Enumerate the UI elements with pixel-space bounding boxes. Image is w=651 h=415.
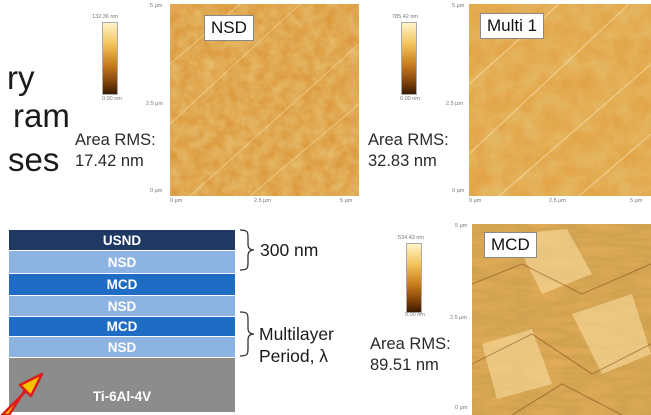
nsd-y-top-tick: 5 µm: [150, 3, 163, 9]
nsd-rms-title: Area RMS:: [75, 131, 156, 149]
mcd-height-scale-bar: [406, 243, 422, 313]
brace-300nm-label: 300 nm: [260, 240, 319, 260]
layer-mcd: MCD: [9, 274, 235, 295]
nsd-x-mid-tick: 2.5 µm: [254, 198, 271, 204]
layer-usnd: USND: [9, 230, 235, 250]
layer-mcd: MCD: [9, 317, 235, 336]
nsd-rms-value: 17.42 nm: [75, 152, 144, 170]
multi1-x-mid-tick: 2.5 µm: [549, 198, 566, 204]
multi1-rms-title: Area RMS:: [368, 131, 449, 149]
mcd-image-label: MCD: [484, 232, 537, 258]
mcd-y-mid-tick: 2.5 µm: [450, 315, 467, 321]
nsd-scale-bottom-label: 0.00 nm: [102, 96, 122, 102]
title-fragment-3: ses: [8, 141, 60, 178]
nsd-y-mid-tick: 2.5 µm: [146, 101, 163, 107]
multi1-y-bot-tick: 0 µm: [452, 188, 465, 194]
title-fragment-1: ry: [7, 59, 35, 96]
nsd-scale-top-label: 132.36 nm: [92, 14, 118, 20]
mcd-rms-title: Area RMS:: [370, 335, 451, 353]
title-fragment-2: ram: [13, 97, 70, 134]
nsd-x-left-tick: 0 µm: [170, 198, 183, 204]
multi1-scale-bottom-label: 0.00 nm: [400, 96, 420, 102]
brace-icons: [239, 229, 255, 357]
mcd-scale-top-label: 534.43 nm: [398, 235, 424, 241]
nsd-image-label: NSD: [204, 15, 254, 41]
multi1-x-left-tick: 0 µm: [469, 198, 482, 204]
layer-nsd: NSD: [9, 296, 235, 316]
brace-300nm-icon: [239, 229, 255, 271]
brace-period-label-line1: Multilayer: [259, 324, 334, 344]
multi1-y-mid-tick: 2.5 µm: [446, 101, 463, 107]
diagonal-arrow-icon: [0, 372, 44, 415]
multi1-scale-top-label: 785.42 nm: [392, 14, 418, 20]
multi1-x-right-tick: 5 µm: [630, 198, 643, 204]
multi1-height-scale-bar: [401, 22, 417, 95]
multi1-image-label: Multi 1: [480, 13, 545, 39]
nsd-height-scale-bar: [102, 22, 118, 95]
nsd-afm-texture: [170, 4, 359, 196]
multi1-y-top-tick: 5 µm: [452, 3, 465, 9]
mcd-y-bot-tick: 0 µm: [455, 405, 468, 411]
layer-nsd: NSD: [9, 337, 235, 357]
layer-nsd: NSD: [9, 251, 235, 273]
nsd-y-bot-tick: 0 µm: [150, 188, 163, 194]
multi1-rms-value: 32.83 nm: [368, 152, 437, 170]
nsd-afm-image: [170, 4, 359, 196]
layer-substrate: Ti-6Al-4V: [9, 358, 235, 412]
mcd-y-top-tick: 5 µm: [455, 223, 468, 229]
mcd-rms-value: 89.51 nm: [370, 356, 439, 374]
nsd-x-right-tick: 5 µm: [340, 198, 353, 204]
mcd-scale-bottom-label: 0.00 nm: [405, 312, 425, 318]
brace-period-label-line2: Period, λ: [259, 346, 329, 366]
brace-period-icon: [239, 311, 255, 357]
